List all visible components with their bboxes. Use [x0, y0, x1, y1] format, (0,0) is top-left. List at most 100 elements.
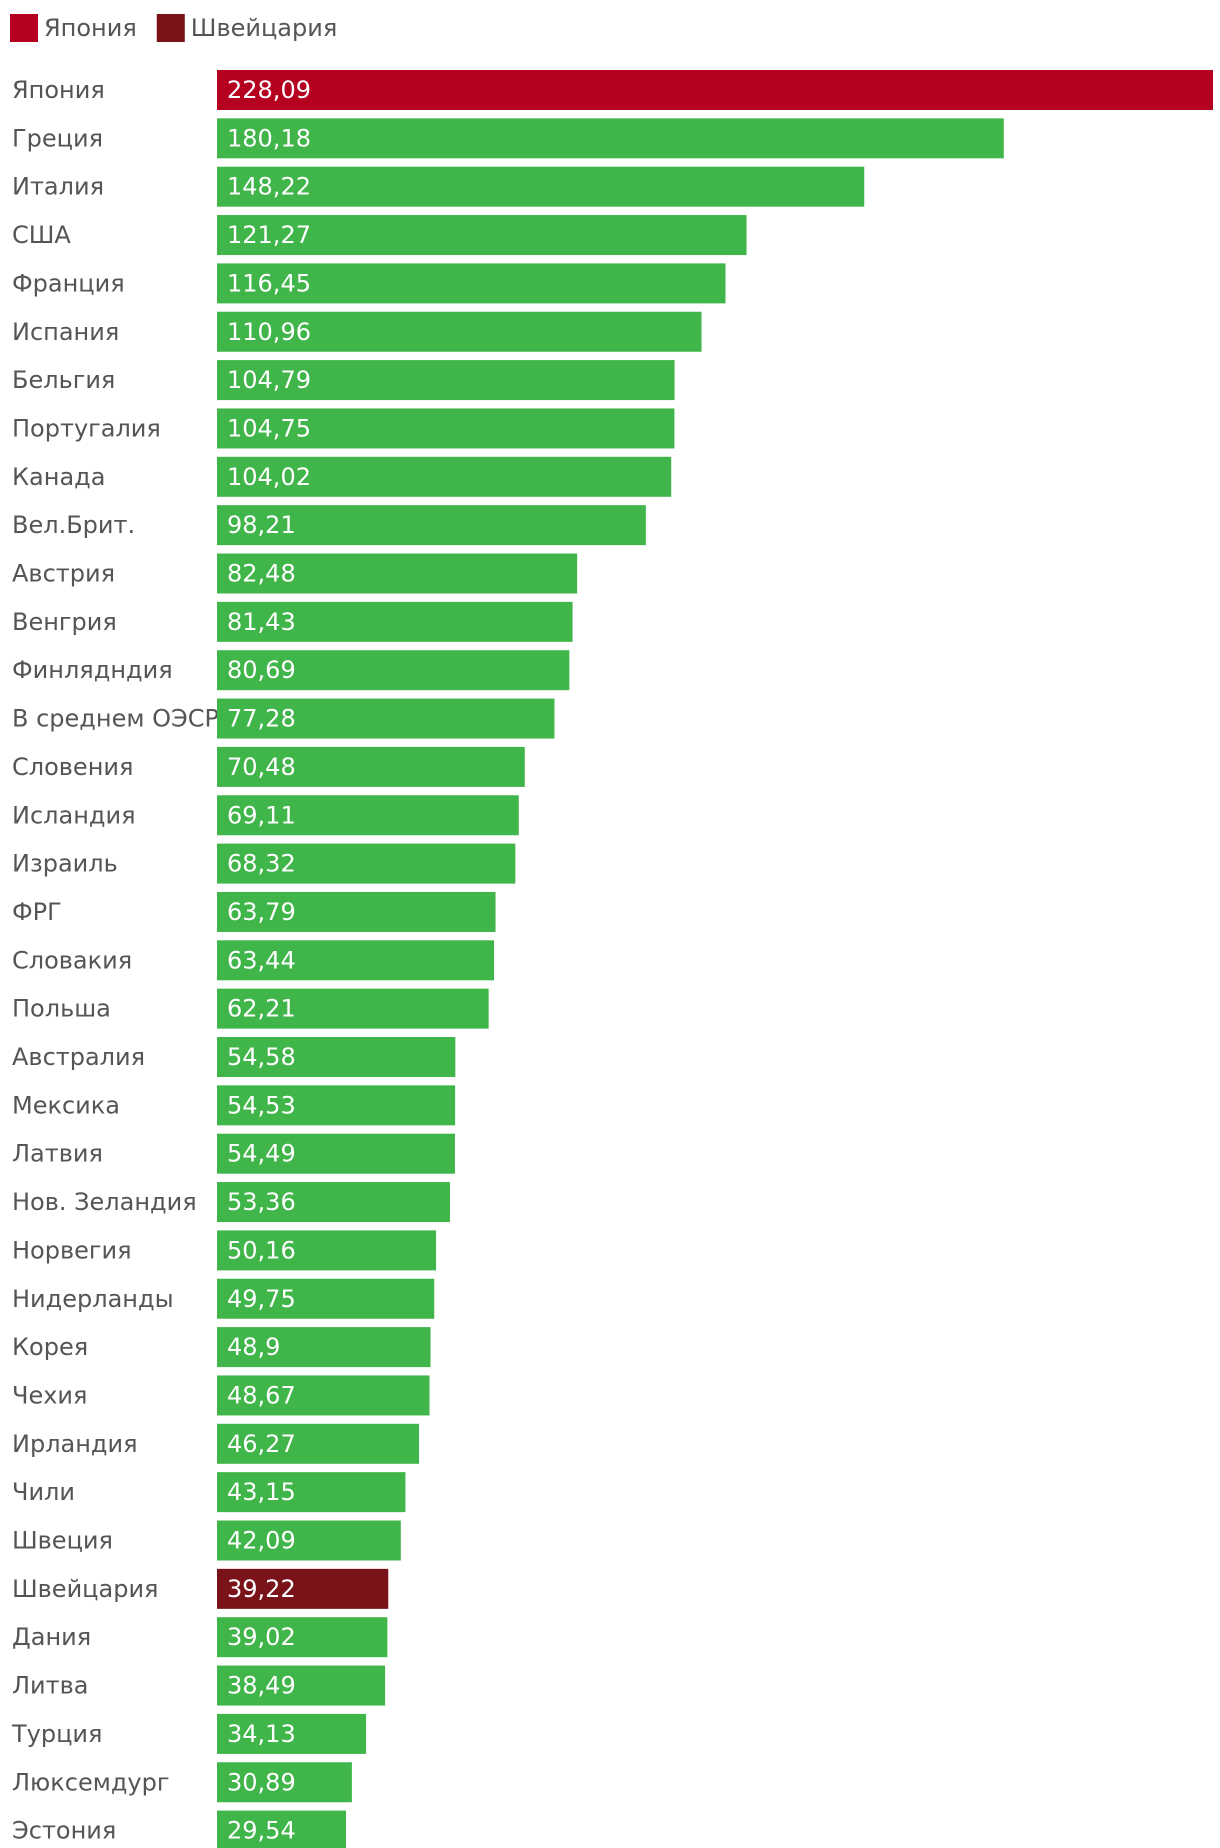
bar-дания [217, 1617, 388, 1658]
category-label: Польша [12, 995, 111, 1023]
category-label: Нов. Зеландия [12, 1188, 197, 1216]
category-label: Япония [12, 76, 105, 104]
value-label: 54,58 [227, 1043, 296, 1071]
bar-нов-зеландия [217, 1182, 451, 1223]
category-label: Дания [12, 1623, 91, 1651]
category-label: Латвия [12, 1140, 103, 1168]
bar-австрия [217, 553, 578, 594]
bar-нидерланды [217, 1278, 435, 1319]
category-label: Словения [12, 753, 133, 781]
value-label: 228,09 [227, 76, 311, 104]
value-label: 69,11 [227, 801, 296, 829]
category-label: Вел.Брит. [12, 511, 135, 539]
value-label: 39,02 [227, 1623, 296, 1651]
bar-сша [217, 215, 747, 256]
value-label: 80,69 [227, 656, 296, 684]
bar-греция [217, 118, 1004, 159]
bar-швейцария [217, 1568, 389, 1609]
category-label: Израиль [12, 850, 118, 878]
value-label: 98,21 [227, 511, 296, 539]
bar-чехия [217, 1375, 430, 1416]
category-label: Литва [12, 1672, 88, 1700]
value-label: 39,22 [227, 1575, 296, 1603]
legend: Япония Швейцария [10, 14, 337, 42]
value-label: 77,28 [227, 705, 296, 733]
category-label: Ирландия [12, 1430, 138, 1458]
value-label: 50,16 [227, 1236, 296, 1264]
value-label: 63,79 [227, 898, 296, 926]
bar-чили [217, 1472, 406, 1513]
category-label: Мексика [12, 1091, 120, 1119]
bar-люксемдург [217, 1762, 352, 1803]
value-label: 43,15 [227, 1478, 296, 1506]
value-label: 180,18 [227, 124, 311, 152]
bar-израиль [217, 843, 516, 884]
value-label: 46,27 [227, 1430, 296, 1458]
value-label: 48,9 [227, 1333, 280, 1361]
value-label: 82,48 [227, 560, 296, 588]
category-label: Бельгия [12, 366, 115, 394]
category-label: Люксемдург [12, 1768, 169, 1796]
bar-словения [217, 746, 525, 787]
bar-канада [217, 456, 672, 497]
value-label: 63,44 [227, 946, 296, 974]
value-label: 29,54 [227, 1817, 296, 1845]
category-label: Словакия [12, 946, 132, 974]
category-label: Швейцария [12, 1575, 158, 1603]
bar-фрг [217, 891, 496, 932]
value-label: 121,27 [227, 221, 311, 249]
bar-турция [217, 1713, 367, 1754]
bar-италия [217, 166, 865, 207]
bar-бельгия [217, 360, 675, 401]
bar-австралия [217, 1037, 456, 1077]
category-label: Исландия [12, 801, 136, 829]
category-label: Греция [12, 124, 103, 152]
bar-вел-брит [217, 505, 646, 546]
bar-япония [217, 70, 1213, 110]
legend-label-япония: Япония [44, 14, 137, 42]
bar-в-среднем-оэср [217, 698, 555, 739]
value-label: 42,09 [227, 1527, 296, 1555]
bar-испания [217, 311, 702, 352]
category-label: Португалия [12, 414, 161, 442]
category-label: Корея [12, 1333, 88, 1361]
value-label: 68,32 [227, 850, 296, 878]
legend-swatch-япония [10, 14, 38, 42]
value-label: 54,49 [227, 1140, 296, 1168]
bar-ирландия [217, 1423, 420, 1464]
bars: 228,09 180,18 148,22 121,27 116,45 110,96 104,… [217, 70, 1213, 1848]
value-label: 48,67 [227, 1381, 296, 1409]
value-label: 38,49 [227, 1672, 296, 1700]
legend-label-швейцария: Швейцария [191, 14, 337, 42]
bar-корея [217, 1327, 431, 1368]
category-labels: Япония Греция Италия США Франция Испания Бельг… [11, 76, 219, 1845]
category-label: Франция [12, 269, 125, 297]
category-label: Чили [12, 1478, 75, 1506]
bar-венгрия [217, 601, 573, 642]
value-label: 62,21 [227, 995, 296, 1023]
bar-португалия [217, 408, 675, 449]
value-label: 116,45 [227, 269, 311, 297]
category-label: Канада [12, 463, 105, 491]
bar-мексика [217, 1085, 456, 1126]
bar-эстония [217, 1810, 346, 1848]
bar-польша [217, 988, 489, 1029]
category-label: Чехия [12, 1381, 87, 1409]
category-label: Норвегия [12, 1236, 132, 1264]
value-label: 148,22 [227, 173, 311, 201]
category-label: В среднем ОЭСР [12, 705, 219, 733]
value-label: 104,79 [227, 366, 311, 394]
bar-норвегия [217, 1230, 437, 1271]
category-label: Австрия [12, 560, 115, 588]
bar-исландия [217, 795, 519, 836]
value-label: 104,02 [227, 463, 311, 491]
bar-словакия [217, 940, 495, 981]
bar-франция [217, 263, 726, 304]
value-label: 30,89 [227, 1768, 296, 1796]
bar-финлядндия [217, 650, 570, 691]
value-label: 110,96 [227, 318, 311, 346]
value-label: 34,13 [227, 1720, 296, 1748]
category-label: ФРГ [12, 898, 62, 926]
value-label: 53,36 [227, 1188, 296, 1216]
